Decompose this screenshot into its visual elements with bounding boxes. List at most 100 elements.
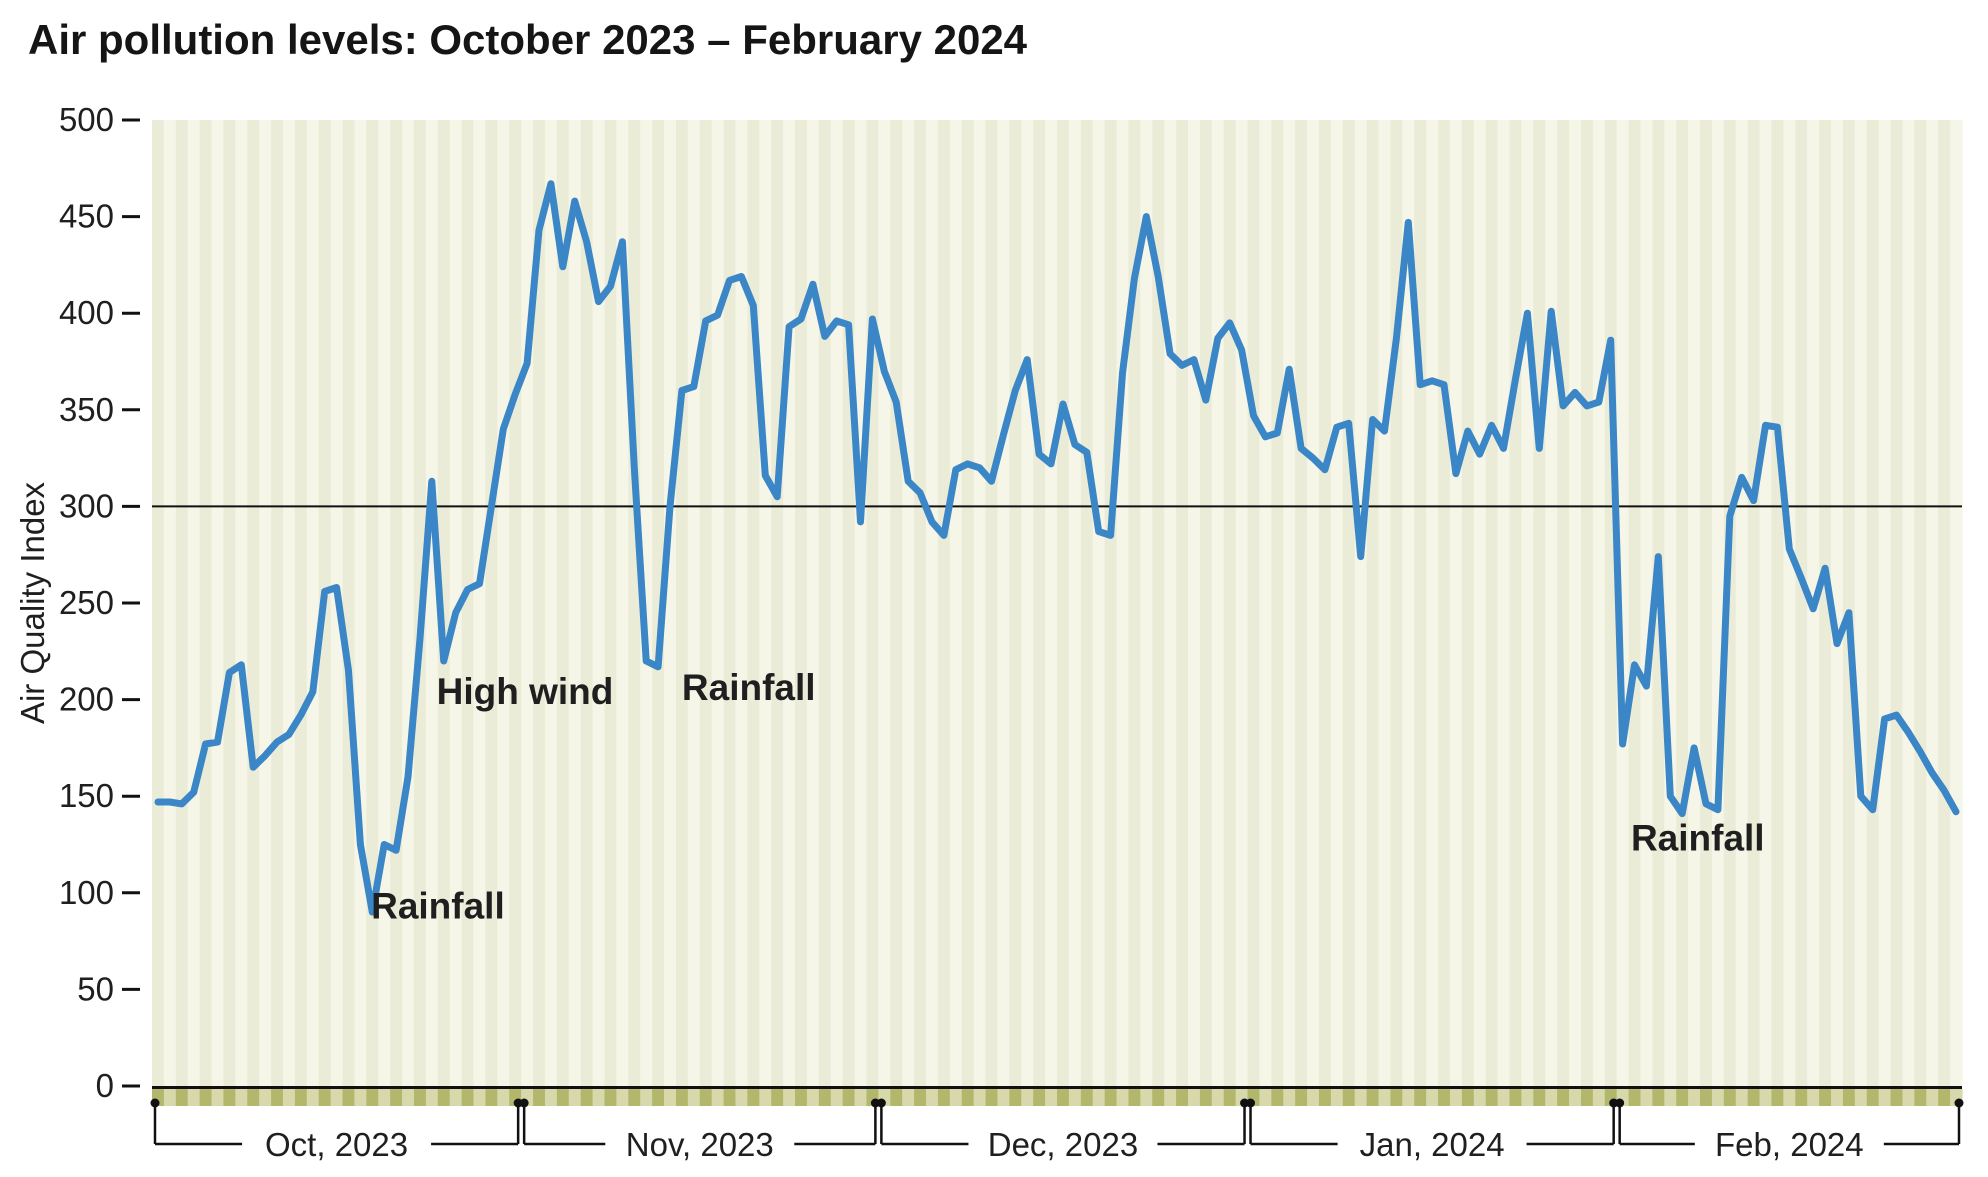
axis-band-stripe — [640, 1089, 653, 1106]
axis-band-stripe — [1283, 1089, 1296, 1106]
background-stripe — [1045, 120, 1058, 1086]
y-tick-label: 150 — [59, 777, 114, 814]
background-stripe — [1176, 120, 1189, 1086]
background-stripe — [747, 120, 760, 1086]
background-stripe — [1819, 120, 1832, 1086]
axis-band-stripe — [1330, 1089, 1344, 1106]
y-tick-label: 200 — [59, 681, 114, 718]
axis-band-stripe — [747, 1089, 760, 1106]
background-stripe — [1866, 120, 1880, 1086]
background-stripe — [1878, 120, 1892, 1086]
background-stripe — [1795, 120, 1808, 1086]
background-stripe — [1426, 120, 1439, 1086]
axis-band-stripe — [1318, 1089, 1332, 1106]
background-stripe — [1688, 120, 1701, 1086]
background-stripe — [1723, 120, 1737, 1086]
background-stripe — [449, 120, 463, 1086]
background-stripe — [640, 120, 653, 1086]
background-stripe — [1592, 120, 1606, 1086]
background-stripe — [771, 120, 784, 1086]
axis-band-stripe — [1711, 1089, 1725, 1106]
axis-band-stripe — [1831, 1089, 1844, 1106]
background-stripe — [1438, 120, 1451, 1086]
background-stripe — [1259, 120, 1272, 1086]
axis-band-stripe — [449, 1089, 463, 1106]
axis-band-stripe — [1211, 1089, 1225, 1106]
page-title: Air pollution levels: October 2023 – Feb… — [28, 16, 1028, 63]
axis-band-stripe — [199, 1089, 213, 1106]
axis-band-stripe — [235, 1089, 248, 1106]
annotation-label: Rainfall — [1631, 818, 1765, 859]
axis-band-stripe — [1390, 1089, 1403, 1106]
background-stripe — [1187, 120, 1201, 1086]
axis-band-stripe — [1378, 1089, 1392, 1106]
axis-band-stripe — [1092, 1089, 1106, 1106]
background-stripe — [1914, 120, 1927, 1086]
axis-band-stripe — [1152, 1089, 1165, 1106]
background-stripe — [1402, 120, 1415, 1086]
axis-band-stripe — [735, 1089, 748, 1106]
aqi-line — [154, 180, 1960, 916]
axis-band-stripe — [628, 1089, 641, 1106]
axis-band-stripe — [1592, 1089, 1606, 1106]
axis-band-stripe — [461, 1089, 475, 1106]
background-stripe — [1640, 120, 1653, 1086]
background-stripe — [1318, 120, 1332, 1086]
background-stripe — [1831, 120, 1844, 1086]
background-stripe — [1283, 120, 1296, 1086]
axis-band-stripe — [854, 1089, 868, 1106]
background-stripe — [1021, 120, 1034, 1086]
background-stripe — [1616, 120, 1630, 1086]
background-stripe — [211, 120, 225, 1086]
y-tick-label: 300 — [59, 487, 114, 524]
background-stripe — [1211, 120, 1225, 1086]
axis-band-stripe — [1045, 1089, 1058, 1106]
axis-band-stripe — [818, 1089, 832, 1106]
background-stripe — [425, 120, 439, 1086]
background-stripe — [1747, 120, 1761, 1086]
axis-band-stripe — [1842, 1089, 1856, 1106]
background-stripe — [1557, 120, 1570, 1086]
annotation-label: Rainfall — [682, 667, 816, 708]
background-stripe — [1271, 120, 1284, 1086]
y-tick-label: 0 — [96, 1067, 114, 1104]
background-stripe — [628, 120, 641, 1086]
background-stripe — [152, 120, 165, 1086]
background-stripe — [1676, 120, 1689, 1086]
axis-band-stripe — [425, 1089, 439, 1106]
axis-band-stripe — [1033, 1089, 1046, 1106]
background-stripe — [485, 120, 498, 1086]
axis-band-stripe — [1140, 1089, 1153, 1106]
axis-band-stripe — [1438, 1089, 1451, 1106]
background-stripe — [1854, 120, 1868, 1086]
background-stripe — [1354, 120, 1368, 1086]
background-stripe — [1926, 120, 1939, 1086]
axis-band-stripe — [1414, 1089, 1427, 1106]
axis-band-stripe — [330, 1089, 344, 1106]
background-stripe — [949, 120, 963, 1086]
background-stripe — [1735, 120, 1749, 1086]
background-stripe — [1509, 120, 1523, 1086]
axis-band-stripe — [306, 1089, 320, 1106]
month-label: Jan, 2024 — [1360, 1126, 1505, 1163]
axis-band-stripe — [342, 1089, 356, 1106]
y-tick-label: 50 — [77, 970, 114, 1007]
background-stripe — [723, 120, 737, 1086]
background-stripe — [342, 120, 356, 1086]
axis-band-stripe — [1521, 1089, 1534, 1106]
axis-band-stripe — [247, 1089, 260, 1106]
background-stripe — [509, 120, 522, 1086]
axis-band-stripe — [723, 1089, 737, 1106]
axis-band-stripe — [806, 1089, 820, 1106]
axis-band-stripe — [1021, 1089, 1034, 1106]
axis-band-stripe — [1795, 1089, 1808, 1106]
axis-band-stripe — [1640, 1089, 1653, 1106]
background-stripe — [497, 120, 510, 1086]
background-stripe — [163, 120, 177, 1086]
background-stripe — [937, 120, 951, 1086]
background-stripe — [199, 120, 213, 1086]
axis-band-stripe — [914, 1089, 927, 1106]
background-stripe — [973, 120, 987, 1086]
month-label: Dec, 2023 — [988, 1126, 1138, 1163]
background-stripe — [354, 120, 367, 1086]
